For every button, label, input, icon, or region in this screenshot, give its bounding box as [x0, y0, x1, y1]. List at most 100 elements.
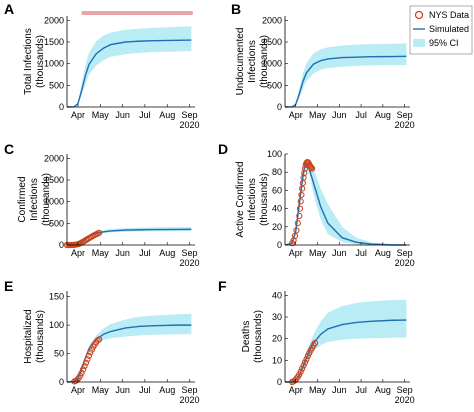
x-tick-label: Jun: [115, 248, 130, 258]
y-axis-label: Undocumented: [235, 28, 246, 96]
panel-letter: A: [4, 1, 14, 17]
y-tick-label: 0: [277, 240, 282, 250]
legend-label: Simulated: [429, 24, 469, 34]
y-tick-label: 150: [49, 292, 64, 302]
data-point: [301, 170, 308, 177]
data-point: [298, 191, 305, 199]
x-tick-label: Jun: [332, 385, 347, 395]
data-point: [293, 227, 300, 234]
ci-band: [285, 43, 407, 107]
y-tick-label: 0: [277, 377, 282, 387]
panel-letter: B: [231, 1, 241, 17]
x-tick-label: Jun: [332, 248, 347, 258]
data-point: [311, 339, 319, 347]
x-tick-label: Apr: [289, 385, 303, 395]
legend-label: 95% CI: [429, 38, 459, 48]
y-tick-label: 500: [49, 218, 64, 228]
x-tick-label: May: [309, 110, 327, 120]
x-tick-label: Sep: [397, 110, 413, 120]
data-point: [307, 163, 314, 170]
x-tick-label: Jul: [355, 385, 367, 395]
x-tick-label: Aug: [159, 248, 175, 258]
y-axis-label: Infections: [247, 40, 258, 83]
x-tick-label: May: [309, 248, 327, 258]
x-tick-label: Sep: [182, 248, 198, 258]
x-tick-label: Apr: [71, 385, 85, 395]
y-axis-label: Infections: [247, 178, 258, 221]
data-point: [303, 356, 310, 363]
y-axis-label: (thousands): [259, 35, 270, 88]
y-axis-label: Active Confirmed: [235, 161, 246, 237]
y-tick-label: 0: [59, 102, 64, 112]
data-point: [300, 362, 307, 369]
y-tick-label: 10: [272, 355, 282, 365]
data-point: [294, 220, 301, 227]
panel-letter: D: [218, 141, 228, 157]
x-tick-label: Jul: [355, 110, 367, 120]
x-tick-label: Aug: [159, 385, 175, 395]
y-tick-label: 1000: [44, 197, 64, 207]
x-tick-label: Sep: [397, 385, 413, 395]
x-tick-label: Aug: [375, 248, 391, 258]
x-tick-label: Aug: [375, 385, 391, 395]
y-axis-label: Confirmed: [17, 176, 28, 222]
x-tick-label: Jul: [139, 110, 151, 120]
y-axis-label: (thousands): [35, 310, 46, 363]
data-point: [308, 164, 315, 171]
x-year-label: 2020: [179, 258, 199, 268]
x-tick-label: Jul: [355, 248, 367, 258]
x-tick-label: Apr: [289, 248, 303, 258]
y-tick-label: 1500: [262, 37, 282, 47]
x-tick-label: Apr: [71, 110, 85, 120]
y-tick-label: 500: [49, 80, 64, 90]
simulated-line: [284, 55, 407, 108]
data-point: [299, 365, 306, 372]
y-tick-label: 40: [272, 204, 282, 214]
y-tick-label: 500: [267, 80, 282, 90]
x-tick-label: Apr: [71, 248, 85, 258]
data-point: [81, 362, 88, 370]
x-tick-label: Aug: [375, 110, 391, 120]
x-year-label: 2020: [179, 120, 199, 130]
x-year-label: 2020: [395, 120, 415, 130]
y-tick-label: 1500: [44, 37, 64, 47]
panel-letter: C: [4, 141, 14, 157]
ci-band: [67, 313, 192, 382]
legend-patch: [413, 39, 425, 47]
y-tick-label: 40: [272, 290, 282, 300]
panel-letter: F: [218, 278, 227, 294]
ci-band: [285, 299, 407, 382]
data-point: [96, 336, 103, 343]
data-point: [291, 232, 299, 239]
x-year-label: 2020: [395, 258, 415, 268]
data-point: [300, 174, 307, 181]
ci-band: [67, 26, 192, 107]
ci-band: [285, 158, 407, 245]
x-tick-label: Jun: [115, 385, 130, 395]
data-point: [79, 366, 87, 373]
y-axis-label: (thousands): [35, 35, 46, 88]
x-tick-label: Jul: [139, 248, 151, 258]
x-tick-label: May: [92, 110, 110, 120]
data-point: [85, 352, 93, 359]
y-tick-label: 2000: [44, 153, 64, 163]
x-year-label: 2020: [179, 395, 199, 405]
y-tick-label: 0: [59, 377, 64, 387]
simulated-line: [66, 39, 192, 108]
y-tick-label: 2000: [262, 15, 282, 25]
y-tick-label: 2000: [44, 15, 64, 25]
y-tick-label: 0: [277, 102, 282, 112]
y-tick-label: 20: [272, 334, 282, 344]
x-tick-label: Aug: [159, 110, 175, 120]
y-axis-label: (thousands): [259, 173, 270, 226]
x-tick-label: Jun: [332, 110, 347, 120]
intervention-bar: [81, 11, 193, 15]
data-point: [78, 369, 85, 376]
panel-letter: E: [4, 278, 13, 294]
x-tick-label: May: [92, 248, 110, 258]
data-point: [301, 359, 309, 366]
